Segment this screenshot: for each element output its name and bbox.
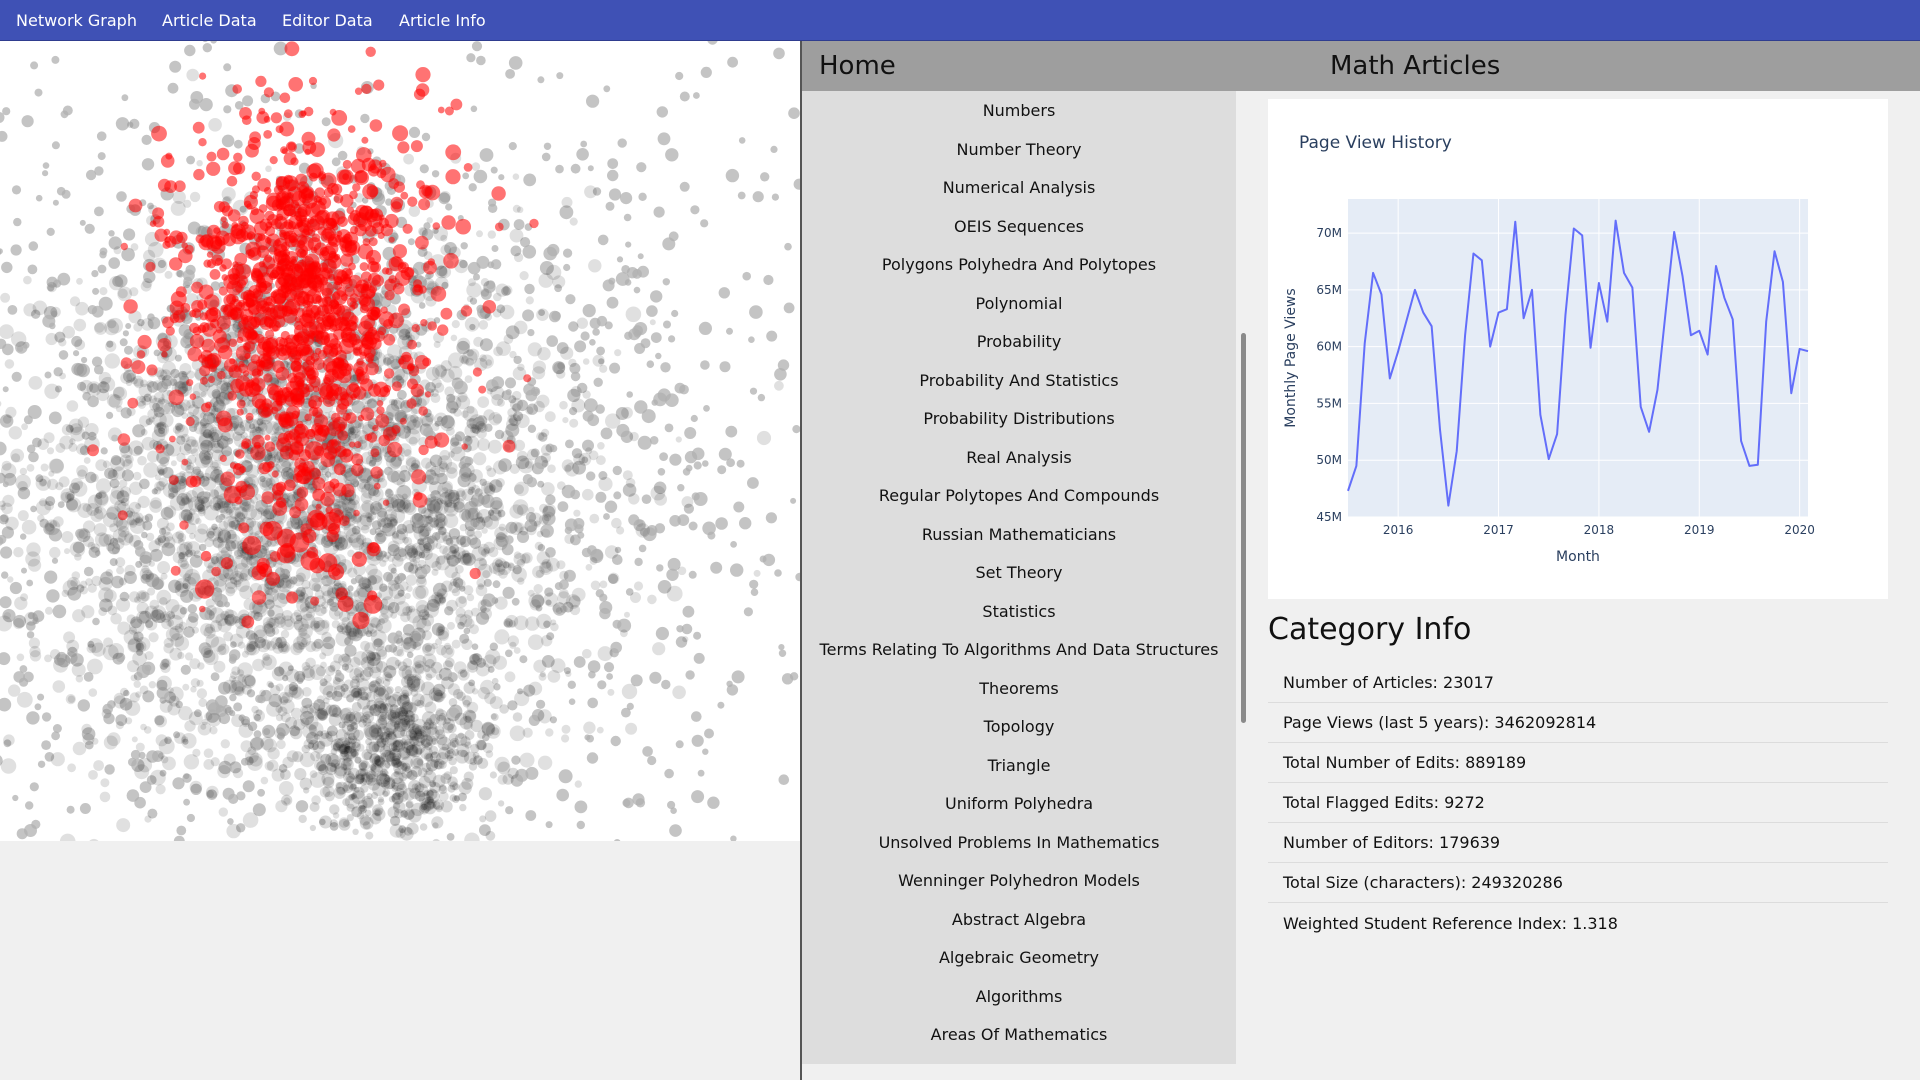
category-info-row: Number of Editors: 179639	[1268, 823, 1888, 863]
network-graph-canvas[interactable]	[0, 41, 800, 841]
chart-title: Page View History	[1299, 133, 1452, 153]
network-graph-panel[interactable]	[0, 41, 800, 841]
category-item[interactable]: Theorems	[979, 678, 1059, 698]
category-item[interactable]: Algorithms	[975, 986, 1063, 1006]
page-title: Math Articles	[1330, 51, 1501, 81]
plot-area	[1348, 199, 1808, 517]
category-item[interactable]: OEIS Sequences	[954, 216, 1084, 236]
x-tick-label: 2018	[1584, 523, 1615, 537]
x-tick-label: 2019	[1684, 523, 1715, 537]
category-item[interactable]: Real Analysis	[966, 447, 1072, 467]
x-axis-label: Month	[1556, 549, 1600, 565]
category-info-row: Total Flagged Edits: 9272	[1268, 783, 1888, 823]
x-tick-label: 2016	[1383, 523, 1414, 537]
graph-highlighted-nodes	[87, 41, 539, 630]
y-tick-label: 50M	[1316, 453, 1342, 467]
category-item[interactable]: Probability	[976, 332, 1062, 351]
category-info-row: Total Size (characters): 249320286	[1268, 863, 1888, 903]
y-tick-label: 60M	[1316, 340, 1342, 354]
category-info-list: Number of Articles: 23017 Page Views (las…	[1268, 663, 1888, 943]
category-info-row: Page Views (last 5 years): 3462092814	[1268, 703, 1888, 743]
nav-editor-data[interactable]: Editor Data	[282, 11, 373, 30]
y-axis-label: Monthly Page Views	[1283, 288, 1299, 427]
category-info-row: Weighted Student Reference Index: 1.318	[1283, 913, 1618, 933]
category-item[interactable]: Wenninger Polyhedron Models	[898, 871, 1140, 890]
y-tick-label: 45M	[1316, 510, 1342, 524]
category-item[interactable]: Algebraic Geometry	[938, 948, 1100, 967]
y-tick-label: 70M	[1316, 226, 1342, 240]
category-item[interactable]: Triangle	[987, 755, 1051, 775]
page-header: Home Math Articles	[802, 41, 1920, 91]
y-tick-label: 65M	[1316, 283, 1342, 297]
category-item[interactable]: Unsolved Problems In Mathematics	[878, 832, 1160, 852]
category-item[interactable]: Set Theory	[975, 563, 1063, 582]
top-navbar: Network Graph Article Data Editor Data A…	[0, 0, 1920, 41]
category-item[interactable]: Russian Mathematicians	[921, 524, 1117, 544]
category-item[interactable]: Polynomial	[975, 293, 1063, 313]
category-item[interactable]: Statistics	[982, 601, 1056, 621]
x-tick-label: 2020	[1784, 523, 1815, 537]
category-item[interactable]: Numerical Analysis	[942, 178, 1096, 197]
x-tick-label: 2017	[1483, 523, 1514, 537]
page-view-chart-card: 45M 50M 55M 60M 65M 70M 2016 2017 2018 2019 2020 Pa…	[1268, 99, 1888, 599]
category-item[interactable]: Terms Relating To Algorithms And Data St…	[819, 640, 1219, 659]
category-item[interactable]: Abstract Algebra	[951, 909, 1087, 929]
category-item[interactable]: Probability And Statistics	[919, 370, 1119, 390]
category-item[interactable]: Number Theory	[956, 139, 1082, 159]
nav-article-info[interactable]: Article Info	[399, 11, 486, 30]
series-line	[1347, 219, 1809, 507]
category-list-scrollbar[interactable]	[1241, 333, 1246, 723]
category-item[interactable]: Probability Distributions	[923, 409, 1115, 428]
category-item[interactable]: Regular Polytopes And Compounds	[878, 486, 1160, 505]
home-link[interactable]: Home	[819, 51, 896, 81]
category-item[interactable]: Topology	[983, 717, 1055, 736]
y-tick-label: 55M	[1316, 396, 1342, 410]
page-view-chart[interactable]: 45M 50M 55M 60M 65M 70M 2016 2017 2018 2019 2020 Pa…	[1268, 99, 1888, 599]
category-item[interactable]: Polygons Polyhedra And Polytopes	[881, 255, 1157, 274]
category-info-title: Category Info	[1268, 612, 1472, 647]
category-info-row: Number of Articles: 23017	[1268, 663, 1888, 703]
category-item[interactable]: Uniform Polyhedra	[945, 794, 1093, 813]
nav-network-graph[interactable]: Network Graph	[16, 11, 137, 30]
category-list[interactable]: Numbers Number Theory Numerical Analysis OE…	[802, 91, 1236, 1064]
category-item[interactable]: Numbers	[982, 101, 1056, 120]
category-info-row: Total Number of Edits: 889189	[1268, 743, 1888, 783]
nav-article-data[interactable]: Article Data	[162, 11, 257, 30]
panel-divider	[800, 41, 802, 1080]
category-item[interactable]: Areas Of Mathematics	[930, 1025, 1108, 1044]
